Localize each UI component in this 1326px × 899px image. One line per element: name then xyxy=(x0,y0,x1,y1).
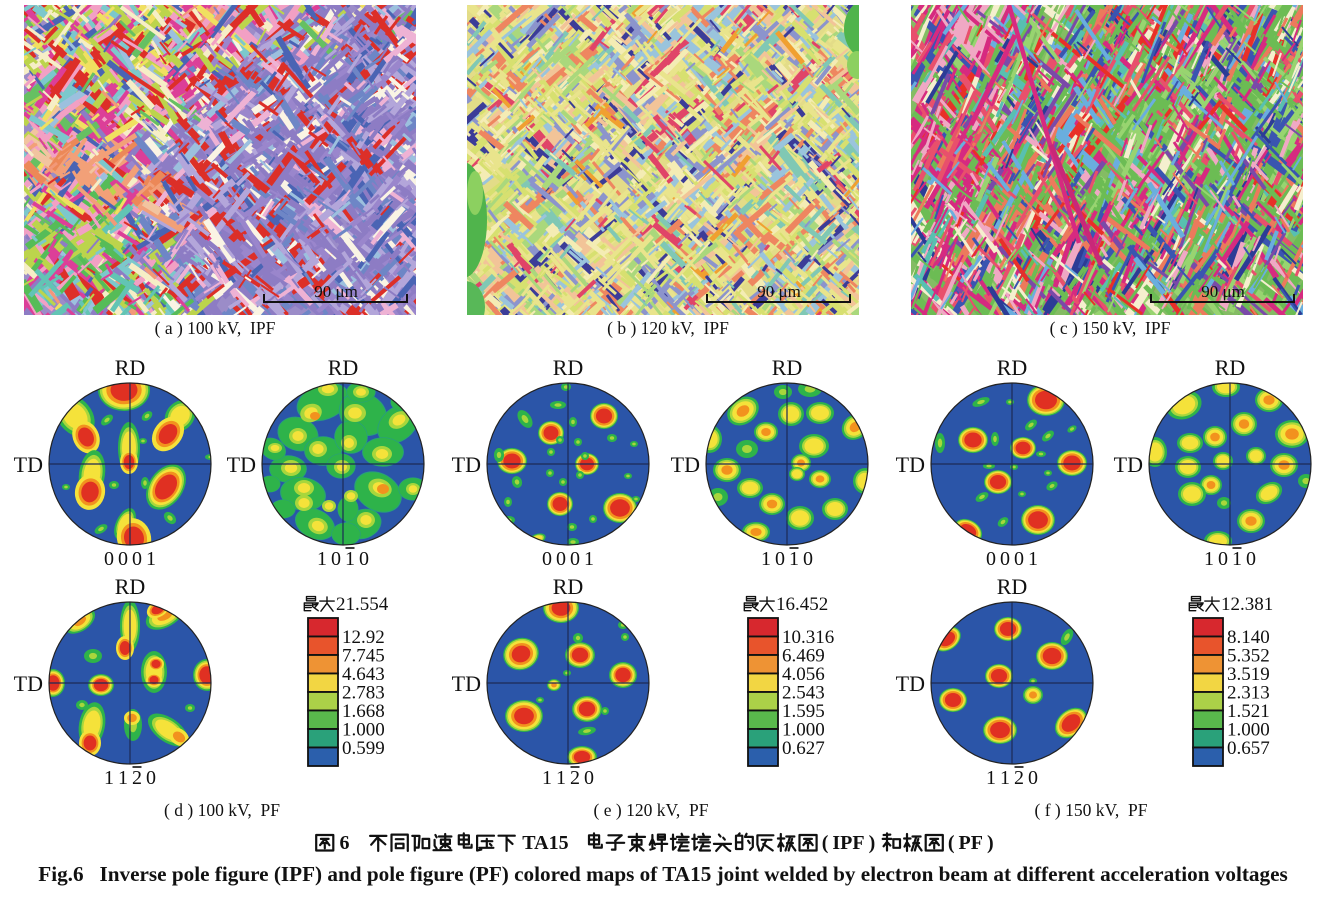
svg-text:2: 2 xyxy=(1014,767,1024,789)
svg-text:1: 1 xyxy=(1204,548,1214,570)
svg-text:0: 0 xyxy=(775,548,785,570)
svg-text:0: 0 xyxy=(1218,548,1228,570)
svg-text:1.000: 1.000 xyxy=(782,720,825,741)
svg-text:Fig.6 Inverse pole figure (IP: Fig.6 Inverse pole figure (IPF) and pole… xyxy=(38,862,1288,886)
svg-text:RD: RD xyxy=(115,574,146,599)
svg-text:( IPF ): ( IPF ) xyxy=(822,832,876,854)
svg-text:1: 1 xyxy=(146,548,156,570)
svg-text:RD: RD xyxy=(997,574,1028,599)
svg-text:( c ) 150 kV, IPF: ( c ) 150 kV, IPF xyxy=(1050,318,1171,338)
svg-text:( a ) 100 kV, IPF: ( a ) 100 kV, IPF xyxy=(155,318,276,338)
svg-text:1: 1 xyxy=(761,548,771,570)
svg-text:1: 1 xyxy=(317,548,327,570)
svg-text:1: 1 xyxy=(986,767,996,789)
svg-text:1: 1 xyxy=(789,548,799,570)
svg-text:0: 0 xyxy=(1014,548,1024,570)
svg-text:0: 0 xyxy=(1000,548,1010,570)
svg-text:1.000: 1.000 xyxy=(342,720,385,741)
svg-text:1: 1 xyxy=(1028,548,1038,570)
svg-text:RD: RD xyxy=(115,355,146,380)
svg-text:TD: TD xyxy=(896,452,925,477)
svg-text:3.519: 3.519 xyxy=(1227,664,1270,685)
svg-text:0: 0 xyxy=(570,548,580,570)
svg-text:2.783: 2.783 xyxy=(342,683,385,704)
svg-text:1: 1 xyxy=(345,548,355,570)
svg-text:1.668: 1.668 xyxy=(342,701,385,722)
svg-text:TD: TD xyxy=(452,452,481,477)
svg-text:5.352: 5.352 xyxy=(1227,646,1270,667)
svg-text:( PF ): ( PF ) xyxy=(948,832,994,854)
svg-text:RD: RD xyxy=(553,355,584,380)
svg-text:0: 0 xyxy=(803,548,813,570)
svg-text:TD: TD xyxy=(227,452,256,477)
svg-text:TD: TD xyxy=(452,671,481,696)
svg-text:RD: RD xyxy=(328,355,359,380)
svg-text:2.313: 2.313 xyxy=(1227,683,1270,704)
svg-text:RD: RD xyxy=(1215,355,1246,380)
svg-text:0.657: 0.657 xyxy=(1227,738,1270,759)
svg-text:1: 1 xyxy=(556,767,566,789)
svg-text:12.381: 12.381 xyxy=(1221,594,1273,615)
svg-text:( f ) 150 kV, PF: ( f ) 150 kV, PF xyxy=(1035,800,1148,820)
svg-text:6.469: 6.469 xyxy=(782,646,825,667)
svg-text:6: 6 xyxy=(340,832,350,854)
svg-text:( d ) 100 kV, PF: ( d ) 100 kV, PF xyxy=(164,800,280,820)
svg-text:0.627: 0.627 xyxy=(782,738,825,759)
svg-text:TD: TD xyxy=(14,452,43,477)
svg-text:90 μm: 90 μm xyxy=(314,282,358,301)
svg-text:TD: TD xyxy=(896,671,925,696)
svg-text:2: 2 xyxy=(570,767,580,789)
svg-text:TA15: TA15 xyxy=(522,832,568,854)
svg-text:RD: RD xyxy=(772,355,803,380)
svg-text:8.140: 8.140 xyxy=(1227,627,1270,648)
svg-text:1.521: 1.521 xyxy=(1227,701,1270,722)
svg-text:1: 1 xyxy=(542,767,552,789)
svg-text:0: 0 xyxy=(986,548,996,570)
svg-text:1: 1 xyxy=(1232,548,1242,570)
svg-text:( e ) 120 kV, PF: ( e ) 120 kV, PF xyxy=(594,800,709,820)
svg-text:TD: TD xyxy=(671,452,700,477)
svg-text:12.92: 12.92 xyxy=(342,627,385,648)
svg-text:0: 0 xyxy=(359,548,369,570)
svg-text:7.745: 7.745 xyxy=(342,646,385,667)
svg-text:1: 1 xyxy=(118,767,128,789)
svg-text:0: 0 xyxy=(146,767,156,789)
svg-text:1.595: 1.595 xyxy=(782,701,825,722)
svg-text:0: 0 xyxy=(331,548,341,570)
svg-text:90 μm: 90 μm xyxy=(757,282,801,301)
svg-text:0: 0 xyxy=(104,548,114,570)
svg-text:1: 1 xyxy=(104,767,114,789)
svg-text:0: 0 xyxy=(132,548,142,570)
svg-text:0: 0 xyxy=(1028,767,1038,789)
svg-text:90 μm: 90 μm xyxy=(1201,282,1245,301)
svg-text:TD: TD xyxy=(14,671,43,696)
svg-text:10.316: 10.316 xyxy=(782,627,834,648)
svg-text:2.543: 2.543 xyxy=(782,683,825,704)
svg-text:0: 0 xyxy=(542,548,552,570)
svg-text:RD: RD xyxy=(553,574,584,599)
svg-text:4.643: 4.643 xyxy=(342,664,385,685)
svg-text:2: 2 xyxy=(132,767,142,789)
svg-text:0: 0 xyxy=(584,767,594,789)
svg-text:( b ) 120 kV, IPF: ( b ) 120 kV, IPF xyxy=(607,318,729,338)
svg-text:RD: RD xyxy=(997,355,1028,380)
svg-text:0.599: 0.599 xyxy=(342,738,385,759)
svg-text:4.056: 4.056 xyxy=(782,664,825,685)
svg-text:0: 0 xyxy=(1246,548,1256,570)
svg-text:21.554: 21.554 xyxy=(336,594,389,615)
svg-text:1.000: 1.000 xyxy=(1227,720,1270,741)
svg-text:0: 0 xyxy=(556,548,566,570)
svg-text:TD: TD xyxy=(1114,452,1143,477)
svg-text:1: 1 xyxy=(1000,767,1010,789)
svg-text:16.452: 16.452 xyxy=(776,594,828,615)
svg-text:0: 0 xyxy=(118,548,128,570)
svg-text:1: 1 xyxy=(584,548,594,570)
